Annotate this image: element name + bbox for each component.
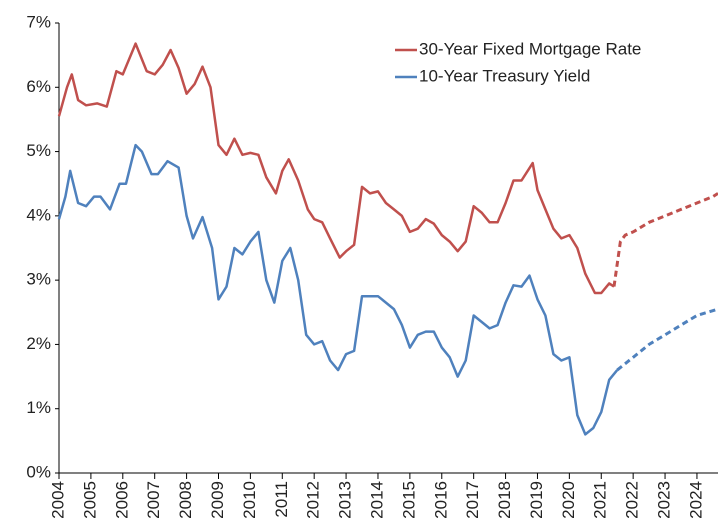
x-tick-label: 2016 (431, 481, 450, 519)
series-line (57, 143, 619, 436)
x-tick-label: 2022 (623, 481, 642, 519)
x-tick-label: 2018 (495, 481, 514, 519)
y-tick-label: 3% (26, 270, 51, 289)
x-tick-label: 2008 (176, 481, 195, 519)
x-tick-label: 2021 (591, 481, 610, 519)
y-tick-label: 5% (26, 141, 51, 160)
y-tick-label: 7% (26, 12, 51, 31)
series-line (57, 42, 615, 295)
x-tick-label: 2013 (336, 481, 355, 519)
forecast-line (616, 307, 718, 372)
x-tick-label: 2004 (48, 481, 67, 519)
x-tick-label: 2023 (655, 481, 674, 519)
x-tick-label: 2015 (399, 481, 418, 519)
y-tick-label: 6% (26, 77, 51, 96)
x-tick-label: 2020 (559, 481, 578, 519)
x-tick-label: 2024 (686, 481, 705, 519)
x-tick-label: 2007 (144, 481, 163, 519)
x-tick-label: 2010 (240, 481, 259, 519)
y-tick-label: 1% (26, 398, 51, 417)
y-tick-label: 2% (26, 334, 51, 353)
x-tick-label: 2012 (304, 481, 323, 519)
x-tick-label: 2006 (112, 481, 131, 519)
x-tick-label: 2011 (272, 481, 291, 518)
x-tick-label: 2005 (80, 481, 99, 519)
x-tick-label: 2009 (208, 481, 227, 519)
x-tick-label: 2019 (527, 481, 546, 519)
legend-label: 30-Year Fixed Mortgage Rate (419, 39, 641, 58)
y-tick-label: 0% (26, 462, 51, 481)
x-tick-label: 2017 (463, 481, 482, 519)
y-tick-label: 4% (26, 205, 51, 224)
forecast-line (612, 192, 718, 287)
legend-label: 10-Year Treasury Yield (419, 66, 590, 85)
x-tick-label: 2014 (367, 481, 386, 519)
